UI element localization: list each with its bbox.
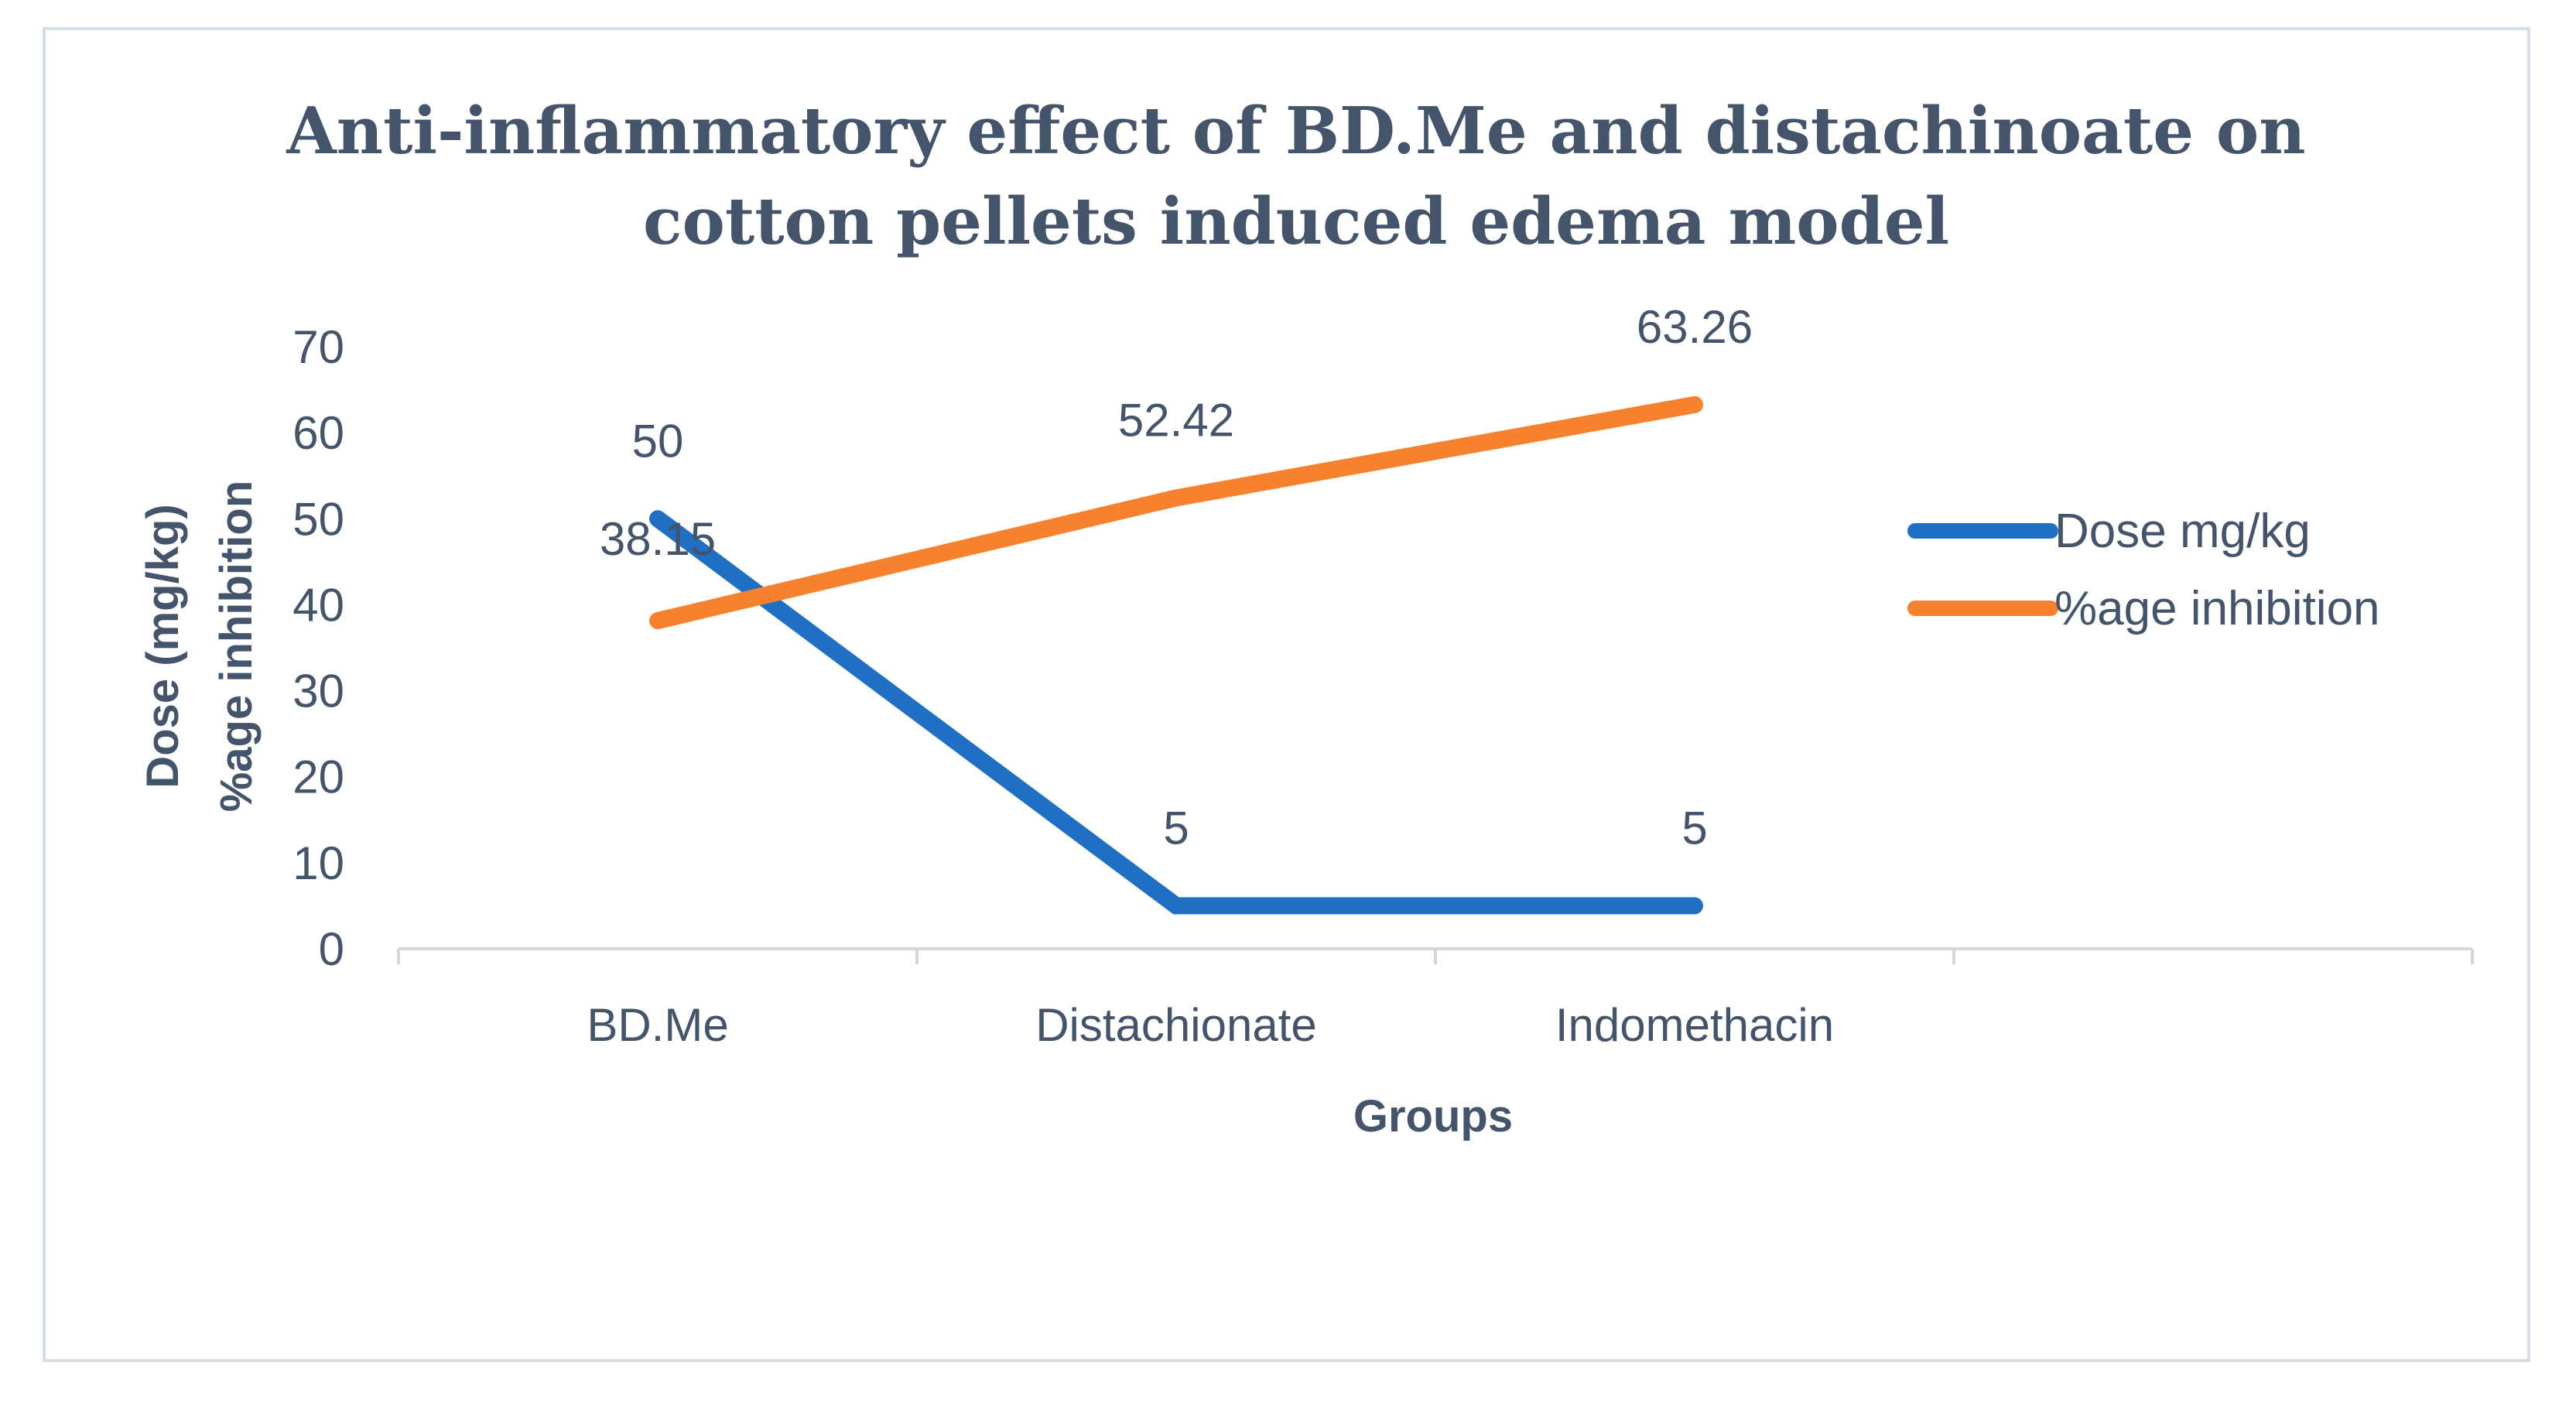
data-label: 50 <box>632 415 684 467</box>
x-tick-label: Indomethacin <box>1555 999 1834 1051</box>
y-axis-title: Dose (mg/kg) %age inhibition <box>138 481 262 813</box>
y-tick-label: 0 <box>319 923 344 975</box>
y-tick-label: 60 <box>292 407 344 459</box>
series-lines <box>649 395 1703 915</box>
y-tick-label: 50 <box>292 493 344 545</box>
x-tick-label: Distachionate <box>1035 999 1317 1051</box>
y-tick-label: 40 <box>292 579 344 631</box>
y-axis-ticks: 0 10 20 30 40 50 60 70 <box>292 321 344 975</box>
legend-label: %age inhibition <box>2054 582 2380 635</box>
data-label: 38.15 <box>600 513 716 565</box>
data-label: 5 <box>1163 802 1189 854</box>
data-label: 52.42 <box>1118 394 1234 446</box>
y-tick-label: 10 <box>292 837 344 889</box>
legend: Dose mg/kg %age inhibition <box>1907 505 2380 635</box>
data-label: 5 <box>1681 802 1707 854</box>
series-line <box>649 395 1703 629</box>
chart-frame <box>43 27 2530 1362</box>
x-axis-title: Groups <box>1353 1091 1513 1141</box>
legend-label: Dose mg/kg <box>2054 505 2311 558</box>
y-axis-title-line-1: Dose (mg/kg) <box>138 504 188 788</box>
y-tick-label: 20 <box>292 751 344 803</box>
y-axis-title-line-2: %age inhibition <box>211 481 262 813</box>
data-labels: 50 5 5 38.15 52.42 63.26 <box>600 301 1753 854</box>
chart-title-line-2: cotton pellets induced edema model <box>643 183 1949 259</box>
y-tick-label: 30 <box>292 666 344 717</box>
x-tick-label: BD.Me <box>587 999 728 1051</box>
x-axis-labels: BD.Me Distachionate Indomethacin <box>587 999 1834 1051</box>
series-line <box>649 510 1703 915</box>
x-axis <box>397 947 2474 964</box>
data-label: 63.26 <box>1637 301 1753 353</box>
y-tick-label: 70 <box>292 321 344 373</box>
chart-title-line-1: Anti-inflammatory effect of BD.Me and di… <box>286 93 2305 169</box>
